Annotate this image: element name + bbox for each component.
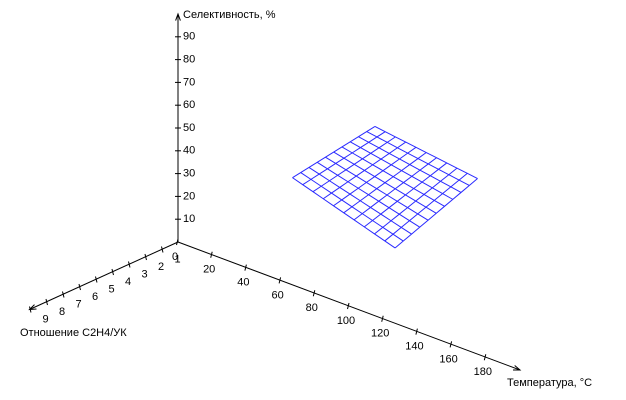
x-axis-label: Температура, °C (507, 377, 592, 389)
y-tick-label: 5 (108, 283, 114, 295)
y-tick (128, 261, 131, 268)
z-tick-label: 60 (183, 99, 195, 111)
x-tick-label: 120 (371, 328, 389, 340)
x-tick-label: 80 (306, 302, 318, 314)
surface-line (322, 141, 407, 200)
x-axis-head (512, 365, 522, 371)
x-tick-label: 0 (172, 251, 178, 263)
y-axis-head (28, 304, 37, 311)
x-tick (244, 264, 247, 271)
z-axis-head (175, 12, 181, 21)
y-tick (29, 306, 32, 313)
x-tick-label: 180 (474, 366, 492, 378)
y-tick (95, 276, 98, 283)
z-tick-label: 90 (183, 31, 195, 43)
surface-line (333, 146, 417, 207)
x-tick-label: 60 (271, 289, 283, 301)
z-axis-label: Селективность, % (183, 9, 276, 21)
surface-line (363, 162, 448, 228)
y-tick-label: 4 (125, 276, 131, 288)
surface-line (374, 167, 458, 235)
x-tick (312, 290, 316, 297)
z-tick-label: 50 (183, 122, 195, 134)
z-tick-label: 40 (183, 145, 195, 157)
x-tick-label: 40 (237, 277, 249, 289)
y-axis-label: Отношение C2H4/УК (20, 327, 127, 339)
x-tick (210, 251, 213, 258)
x-tick (483, 354, 487, 361)
x-axis (177, 241, 521, 371)
z-tick-label: 10 (183, 213, 195, 225)
z-tick-label: 30 (183, 168, 195, 180)
x-tick (415, 328, 418, 335)
y-tick (144, 253, 147, 261)
y-tick-label: 7 (75, 298, 81, 310)
surface-line (302, 131, 386, 186)
y-tick (78, 283, 81, 291)
y-axis (29, 241, 179, 310)
surface-line (343, 152, 427, 214)
x-tick-label: 100 (337, 315, 355, 327)
z-tick-label: 70 (183, 76, 195, 88)
x-tick-label: 20 (203, 264, 215, 276)
y-tick-label: 2 (158, 261, 164, 273)
y-tick-label: 9 (42, 313, 48, 325)
x-tick-label: 140 (405, 341, 423, 353)
x-tick (176, 238, 179, 246)
surface-line (384, 172, 468, 242)
y-tick-label: 1 (174, 253, 180, 265)
x-tick (278, 277, 282, 284)
z-tick-label: 80 (183, 54, 195, 66)
x-tick (449, 341, 453, 348)
surface-line (394, 178, 478, 249)
x-tick-label: 160 (439, 353, 457, 365)
surface-line (292, 126, 376, 179)
x-tick (381, 315, 384, 322)
y-tick-label: 8 (59, 306, 65, 318)
y-tick-label: 3 (141, 268, 147, 280)
y-tick (111, 268, 114, 276)
surface-line (353, 157, 437, 221)
x-tick (347, 302, 350, 310)
y-tick (161, 246, 164, 253)
z-tick-label: 20 (183, 190, 195, 202)
surface-line (312, 136, 396, 193)
y-tick (45, 298, 48, 306)
y-tick-label: 6 (92, 291, 98, 303)
y-tick (62, 291, 65, 298)
